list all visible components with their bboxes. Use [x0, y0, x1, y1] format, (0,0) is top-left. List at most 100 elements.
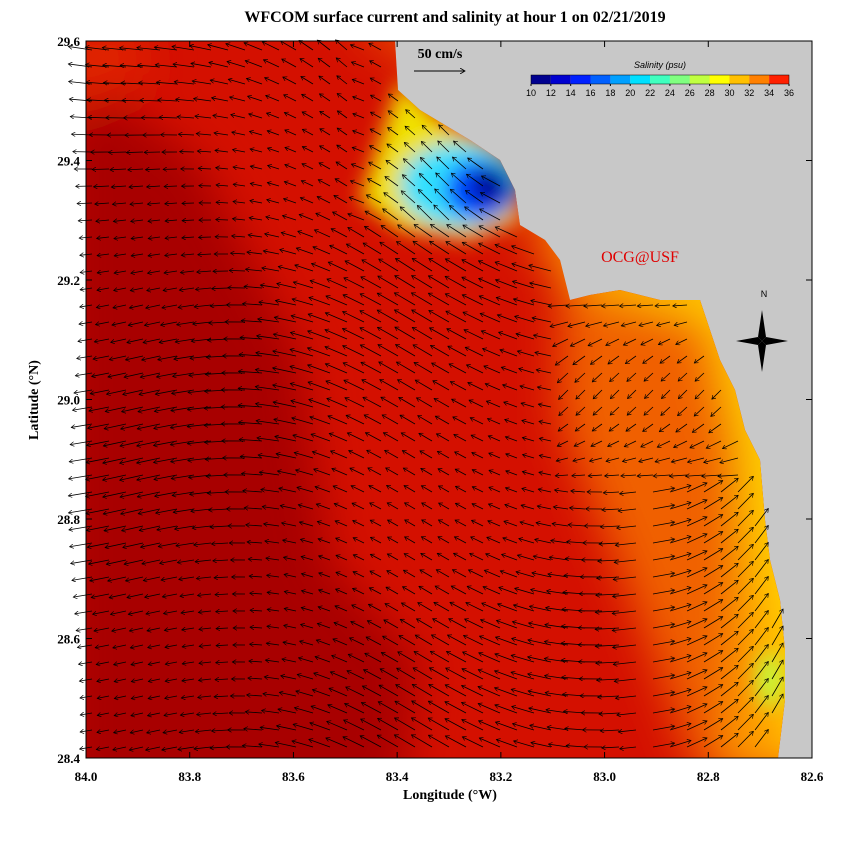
- current-vector: [278, 266, 297, 272]
- current-vector: [367, 450, 382, 459]
- colorbar-tick-label: 14: [566, 88, 576, 98]
- current-vector: [336, 572, 348, 578]
- current-vector: [589, 457, 603, 461]
- colorbar-title: Salinity (psu): [634, 60, 686, 70]
- current-vector: [121, 423, 144, 429]
- current-vector: [130, 203, 144, 204]
- current-vector: [86, 508, 110, 514]
- current-vector: [449, 205, 467, 221]
- current-vector: [387, 503, 399, 510]
- current-vector: [555, 475, 569, 476]
- current-vector: [568, 321, 586, 326]
- current-vector: [500, 571, 518, 578]
- current-vector: [137, 423, 161, 429]
- current-vector: [718, 475, 739, 476]
- current-vector: [416, 398, 433, 408]
- current-vector: [450, 189, 467, 204]
- colorbar-tick-label: 28: [705, 88, 715, 98]
- current-vector: [370, 571, 382, 578]
- current-vector: [249, 218, 263, 220]
- current-vector: [513, 299, 535, 306]
- current-vector: [451, 173, 467, 187]
- current-vector: [74, 389, 93, 393]
- colorbar-tick-label: 16: [586, 88, 596, 98]
- current-vector: [470, 418, 484, 425]
- current-vector: [226, 44, 246, 51]
- current-vector: [468, 570, 484, 578]
- current-vector: [176, 542, 195, 546]
- current-vector: [92, 169, 110, 170]
- current-vector: [535, 539, 552, 544]
- current-vector: [293, 435, 314, 442]
- current-vector: [537, 387, 552, 391]
- current-vector: [95, 203, 110, 204]
- colorbar-cell: [531, 75, 551, 84]
- current-vector: [522, 438, 535, 442]
- current-vector: [78, 339, 93, 341]
- current-vector: [284, 591, 297, 594]
- current-vector: [258, 455, 280, 459]
- current-vector: [437, 157, 450, 170]
- current-vector: [283, 540, 297, 544]
- current-vector: [244, 43, 263, 51]
- current-vector: [77, 356, 93, 359]
- current-vector: [722, 440, 739, 449]
- current-vector: [343, 312, 365, 323]
- current-vector: [403, 570, 416, 578]
- current-vector: [262, 507, 280, 509]
- current-vector: [172, 47, 195, 51]
- current-vector: [405, 520, 416, 527]
- current-vector: [420, 570, 433, 578]
- current-vector: [249, 114, 263, 119]
- x-axis-title: Longitude (°W): [403, 788, 497, 803]
- current-vector: [120, 491, 144, 497]
- current-vector: [412, 275, 433, 289]
- current-vector: [292, 299, 314, 306]
- current-vector: [326, 296, 348, 306]
- current-vector: [267, 183, 280, 187]
- current-vector: [505, 419, 518, 425]
- current-vector: [720, 512, 738, 527]
- current-vector: [103, 491, 127, 497]
- current-vector: [262, 268, 280, 272]
- current-vector: [239, 422, 263, 424]
- current-vector: [121, 508, 144, 514]
- current-vector: [404, 503, 416, 510]
- current-vector: [445, 276, 467, 289]
- current-vector: [349, 451, 365, 459]
- current-vector: [249, 576, 263, 577]
- current-vector: [212, 288, 229, 289]
- y-tick-label: 29.0: [57, 393, 80, 408]
- current-vector: [161, 321, 178, 325]
- current-vector: [608, 440, 620, 447]
- current-vector: [385, 450, 399, 459]
- current-vector: [233, 167, 246, 169]
- current-vector: [307, 348, 331, 357]
- current-vector: [69, 457, 93, 462]
- colorbar-cell: [570, 75, 591, 84]
- current-vector: [75, 372, 93, 376]
- current-vector: [428, 293, 450, 306]
- current-vector: [353, 97, 365, 102]
- current-vector: [308, 382, 331, 391]
- current-vector: [737, 493, 753, 510]
- current-vector: [353, 131, 365, 136]
- current-vector: [421, 468, 433, 476]
- current-vector: [553, 338, 569, 346]
- current-vector: [453, 141, 467, 153]
- current-vector: [335, 40, 348, 51]
- current-vector: [401, 191, 416, 204]
- current-vector: [487, 537, 501, 544]
- current-vector: [138, 406, 161, 412]
- current-vector: [273, 368, 297, 374]
- current-vector: [139, 525, 161, 530]
- current-vector: [143, 338, 161, 343]
- colorbar-tick-label: 36: [784, 88, 794, 98]
- current-vector: [402, 451, 416, 459]
- current-vector: [276, 454, 297, 459]
- current-vector: [737, 544, 753, 561]
- current-vector: [333, 486, 348, 493]
- current-vector: [283, 199, 297, 204]
- current-vector: [669, 553, 691, 561]
- current-vector: [674, 440, 688, 448]
